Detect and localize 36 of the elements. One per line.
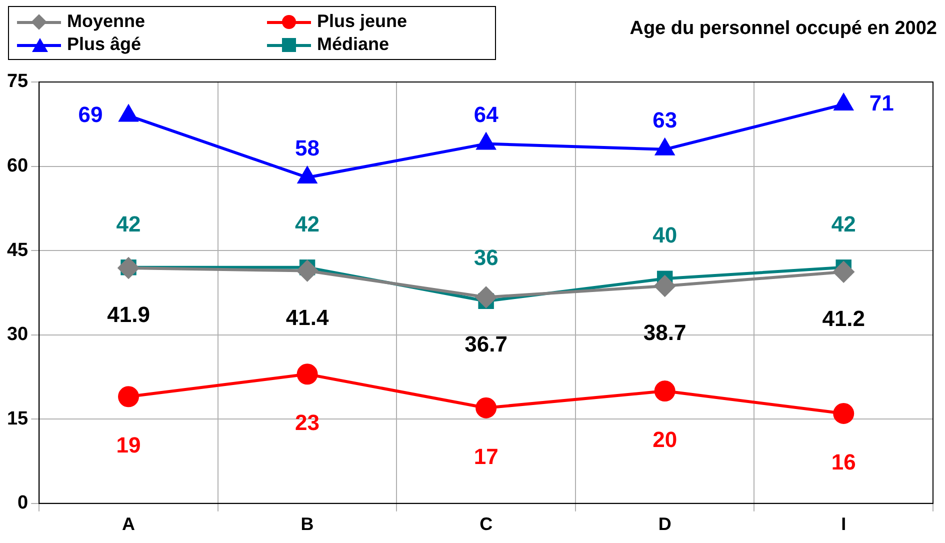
data-label: 58 — [295, 136, 320, 161]
data-label: 64 — [474, 102, 500, 127]
data-label: 41.2 — [822, 306, 866, 331]
data-label: 42 — [116, 211, 141, 236]
data-label: 42 — [295, 211, 320, 236]
x-tick-label: C — [480, 514, 493, 534]
y-tick-label: 30 — [6, 324, 28, 346]
data-label: 63 — [652, 107, 678, 132]
data-label: 19 — [116, 432, 141, 458]
y-tick-label: 75 — [6, 71, 29, 92]
data-label: 41.4 — [286, 304, 330, 330]
data-label: 38.7 — [643, 320, 686, 346]
data-label: 36.7 — [464, 331, 508, 356]
chart-title: Age du personnel occupé en 2002 — [630, 18, 937, 40]
y-tick-label: 60 — [6, 156, 28, 177]
y-tick-label: 0 — [18, 492, 28, 514]
data-label: 17 — [474, 444, 498, 469]
legend-label: Médiane — [317, 34, 390, 55]
y-tick-label: 15 — [6, 408, 29, 430]
data-label: 16 — [831, 450, 856, 475]
x-tick-label: I — [841, 514, 846, 534]
data-label: 71 — [869, 90, 894, 116]
data-label: 23 — [295, 410, 320, 436]
data-label: 20 — [652, 427, 678, 452]
data-label: 40 — [652, 222, 678, 248]
x-tick-label: A — [122, 514, 136, 534]
y-tick-label: 45 — [6, 240, 29, 261]
x-tick-label: B — [300, 514, 314, 534]
data-label: 41.9 — [107, 302, 150, 328]
x-tick-label: D — [658, 514, 672, 534]
data-label: 36 — [474, 245, 498, 270]
legend-label: Moyenne — [67, 11, 146, 32]
legend-label: Plus âgé — [67, 34, 142, 55]
legend-label: Plus jeune — [317, 11, 408, 32]
data-label: 42 — [831, 211, 856, 236]
data-label: 69 — [78, 102, 103, 127]
